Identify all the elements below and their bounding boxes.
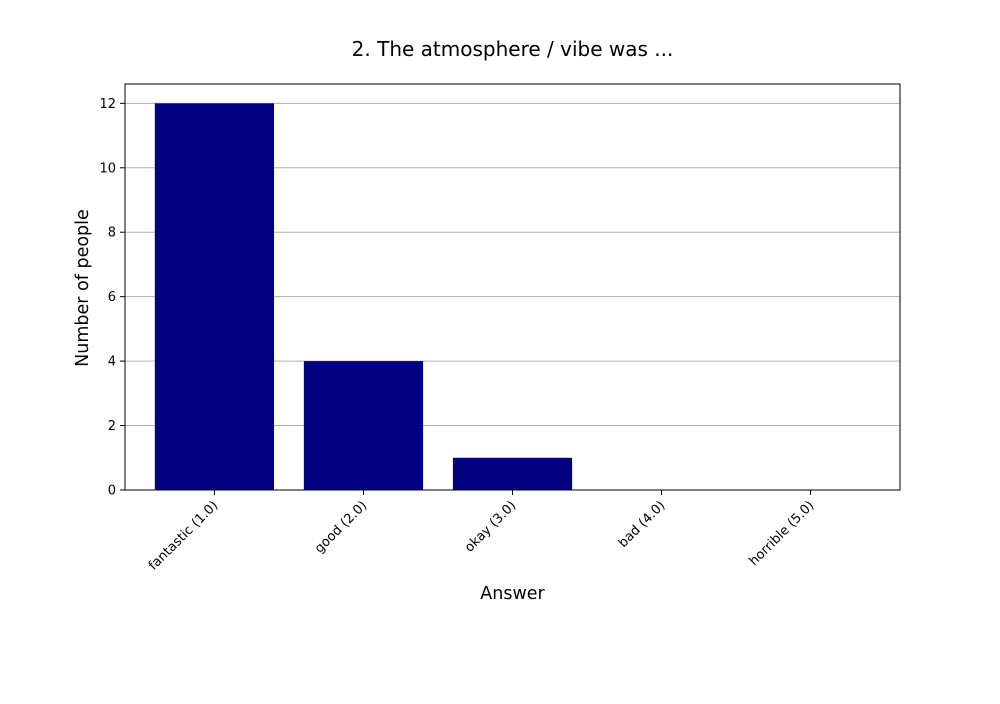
y-tick-label: 12 (99, 97, 116, 112)
y-tick-label: 6 (108, 290, 116, 305)
y-tick-label: 8 (108, 226, 116, 241)
y-tick-label: 4 (108, 355, 116, 370)
y-tick-label: 0 (108, 484, 116, 499)
y-tick-label: 2 (108, 419, 116, 434)
bar (303, 361, 424, 490)
x-axis-label: Answer (480, 584, 545, 604)
bars (154, 103, 573, 490)
chart-title: 2. The atmosphere / vibe was ... (352, 37, 674, 61)
y-axis-label: Number of people (73, 209, 93, 367)
bar (154, 103, 275, 490)
y-tick-label: 10 (99, 161, 116, 176)
bar (452, 457, 573, 490)
y-axis-ticks: 0 2 4 6 8 10 12 (99, 97, 125, 499)
